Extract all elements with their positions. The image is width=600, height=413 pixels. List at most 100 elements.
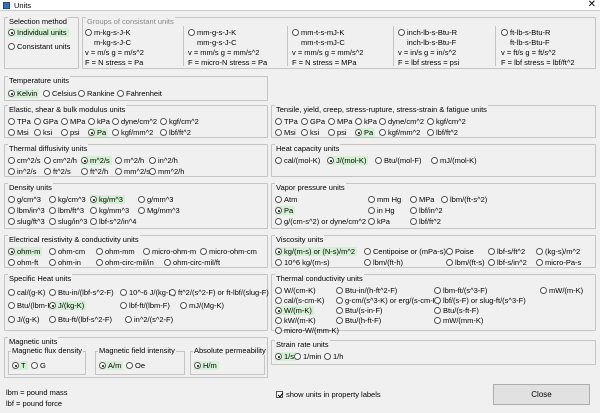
radio-btu-mol-f[interactable]: Btu/(mol-F) xyxy=(375,156,422,165)
radio-cal-mol-k[interactable]: cal/(mol-K) xyxy=(275,156,320,165)
radio-ohm-ft[interactable]: ohm-ft xyxy=(8,258,38,267)
radio-kg-mm3[interactable]: kg/mm^3 xyxy=(90,206,129,215)
radio-ohm-circ-mil-ft[interactable]: ohm-circ-mil/ft xyxy=(164,258,220,267)
radio-btu-s-ft-f[interactable]: Btu/(s-ft-F) xyxy=(434,306,479,315)
radio-atm[interactable]: Atm xyxy=(275,195,297,204)
radio-cm2-s[interactable]: cm^2/s xyxy=(8,156,41,165)
radio-ft-lb-s-Btu-R[interactable]: ft-lb-s-Btu-R xyxy=(501,28,550,37)
radio-lbf-ft2[interactable]: lbf/ft^2 xyxy=(160,128,191,137)
radio-oe[interactable]: Oe xyxy=(126,361,145,370)
radio-kpa[interactable]: kPa xyxy=(355,117,377,126)
radio-lbf-ft2[interactable]: lbf/ft^2 xyxy=(410,217,441,226)
radio-dyne-cm2[interactable]: g/(cm-s^2) or dyne/cm^2 xyxy=(275,217,366,226)
radio-lbm-ft-s[interactable]: lbm/(ft-s) xyxy=(446,258,485,267)
radio-mpa[interactable]: MPa xyxy=(410,195,434,204)
radio-kg-m3[interactable]: kg/m^3 xyxy=(90,195,125,204)
radio-1e-6-j-kg-k[interactable]: 10^-6 J/(kg-K) xyxy=(120,288,176,297)
radio-kw-m-k[interactable]: kW/(m-K) xyxy=(275,316,316,325)
radio-lbf-ft-lbm-f[interactable]: lbf-ft/(lbm-F) xyxy=(120,301,170,310)
radio-ft2-h[interactable]: ft^2/h xyxy=(81,167,108,176)
radio-lbf-ft2[interactable]: lbf/ft^2 xyxy=(427,128,458,137)
radio-mw-mm-k[interactable]: mW/(mm-K) xyxy=(434,316,483,325)
radio-btu-s-in-f[interactable]: Btu/(s-in-F) xyxy=(336,306,383,315)
radio-tpa[interactable]: TPa xyxy=(8,117,31,126)
radio-mm-g-s-J-K[interactable]: mm-g-s-J-K xyxy=(188,28,236,37)
radio-g[interactable]: G xyxy=(31,361,46,370)
radio-msi[interactable]: Msi xyxy=(275,128,296,137)
radio-ksi[interactable]: ksi xyxy=(301,128,319,137)
radio-micro-ohm-cm[interactable]: micro-ohm-cm xyxy=(200,247,257,256)
radio-kpa[interactable]: kPa xyxy=(88,117,110,126)
radio-mm2-h[interactable]: mm^2/h xyxy=(149,167,184,176)
show-units-checkbox[interactable]: show units in property labels xyxy=(276,390,381,399)
radio-mm-hg[interactable]: mm Hg xyxy=(368,195,401,204)
radio-slug-ft3[interactable]: slug/ft^3 xyxy=(8,217,45,226)
radio-gpa[interactable]: GPa xyxy=(34,117,58,126)
radio-lbf-s-ft2[interactable]: lbf-s/ft^2 xyxy=(488,247,525,256)
radio-btu-ft-lbf[interactable]: Btu-ft/(lbf-s^2-F) xyxy=(49,315,112,324)
radio-ohm-circ-mil-in[interactable]: ohm-circ-mil/in xyxy=(96,258,154,267)
radio-slug-in3[interactable]: slug/in^3 xyxy=(49,217,87,226)
radio-in2-s[interactable]: in^2/s xyxy=(8,167,36,176)
radio-in2-s2-f[interactable]: in^2/(s^2-F) xyxy=(125,315,173,324)
radio-w-cm-k[interactable]: W/(cm-K) xyxy=(275,286,316,295)
radio-dyne-cm2[interactable]: dyne/cm^2 xyxy=(379,117,424,126)
radio-ft2-s2-f[interactable]: ft^2/(s^2-F) or ft-lbf/(slug-F) xyxy=(169,288,269,297)
radio-inch-lb-s-Btu-R[interactable]: inch-lb-s-Btu-R xyxy=(398,28,457,37)
radio-ohm-m[interactable]: ohm-m xyxy=(8,247,43,256)
radio-celsius[interactable]: Celsius xyxy=(43,89,77,98)
radio-kgf-cm2[interactable]: kgf/cm^2 xyxy=(427,117,466,126)
radio-lbf-s2-in4[interactable]: lbf-s^2/in^4 xyxy=(90,217,136,226)
radio-pa[interactable]: Pa xyxy=(88,128,109,137)
radio-lbm-in3[interactable]: lbm/in^3 xyxy=(8,206,45,215)
radio-m2-s[interactable]: m^2/s xyxy=(81,156,112,165)
radio-w-m-k[interactable]: W/(m-K) xyxy=(275,306,314,315)
radio-kg-m-s[interactable]: kg/(m-s) or (N-s)/m^2 xyxy=(275,247,358,256)
radio-in2-h[interactable]: in^2/h xyxy=(149,156,178,165)
radio-lbf-s-f[interactable]: lbf/(s-F) or slug-ft/(s^3-F) xyxy=(434,296,526,305)
radio-tpa[interactable]: TPa xyxy=(275,117,298,126)
radio-cal-s-cm-k[interactable]: cal/(s-cm-K) xyxy=(275,296,324,305)
radio-micro-pa-s[interactable]: micro-Pa-s xyxy=(536,258,581,267)
radio-ft2-s[interactable]: ft^2/s xyxy=(44,167,71,176)
radio-g-mm3[interactable]: g/mm^3 xyxy=(138,195,173,204)
radio-micro-w-mm-k[interactable]: micro-W/(mm-K) xyxy=(275,326,339,335)
radio-m2-h[interactable]: m^2/h xyxy=(115,156,144,165)
radio-mw-m-k[interactable]: mW/(m-K) xyxy=(540,286,583,295)
radio-btu-in-lbf[interactable]: Btu-in/(lbf-s^2-F) xyxy=(49,288,114,297)
radio-mpa[interactable]: MPa xyxy=(328,117,352,126)
radio-fahrenheit[interactable]: Fahrenheit xyxy=(117,89,162,98)
radio-poise[interactable]: Poise xyxy=(446,247,474,256)
radio-btu-lbm-f[interactable]: Btu/(lbm-F) xyxy=(8,301,55,310)
radio-psi[interactable]: psi xyxy=(328,128,347,137)
radio-a-m[interactable]: A/m xyxy=(99,361,124,370)
radio-mpa[interactable]: MPa xyxy=(61,117,85,126)
radio-pa[interactable]: Pa xyxy=(355,128,376,137)
radio-lbm-ft-s3-f[interactable]: lbm-ft/(s^3-F) xyxy=(434,286,487,295)
radio-kpa[interactable]: kPa xyxy=(368,217,390,226)
radio-per-h[interactable]: 1/h xyxy=(324,352,343,361)
radio-consistant-units[interactable]: Consistant units xyxy=(8,42,70,51)
radio-kgf-mm2[interactable]: kgf/mm^2 xyxy=(112,128,153,137)
radio-lbm-ft-h[interactable]: lbm/(ft-h) xyxy=(364,258,403,267)
radio-cm2-h[interactable]: cm^2/h xyxy=(44,156,77,165)
radio-cal-g-k[interactable]: cal/(g-K) xyxy=(8,288,45,297)
radio-individual-units[interactable]: Individual units xyxy=(8,28,69,37)
radio-h-m[interactable]: H/m xyxy=(194,361,219,370)
radio-g-cm-s3-k[interactable]: g-cm/(s^3-K) or erg/(s-cm-K) xyxy=(336,296,440,305)
radio-j-mol-k[interactable]: J/(mol-K) xyxy=(327,156,369,165)
radio-micro-ohm-m[interactable]: micro-ohm-m xyxy=(143,247,196,256)
radio-rankine[interactable]: Rankine xyxy=(78,89,115,98)
radio-mj-mg-k[interactable]: mJ/(Mg-K) xyxy=(180,301,224,310)
radio-btu-in-h-ft2-f[interactable]: Btu-in/(h-ft^2-F) xyxy=(336,286,397,295)
radio-kgf-cm2[interactable]: kgf/cm^2 xyxy=(160,117,199,126)
radio-kg-cm3[interactable]: kg/cm^3 xyxy=(49,195,86,204)
radio-j-kg-k[interactable]: J/(kg-K) xyxy=(49,301,87,310)
radio-centipoise[interactable]: Centipoise or (mPa-s) xyxy=(364,247,446,256)
radio-msi[interactable]: Msi xyxy=(8,128,29,137)
radio-ohm-mm[interactable]: ohm-mm xyxy=(96,247,135,256)
radio-mj-mol-k[interactable]: mJ/(mol-K) xyxy=(431,156,477,165)
radio-t[interactable]: T xyxy=(12,361,28,370)
radio-j-g-k[interactable]: J/(g-K) xyxy=(8,315,40,324)
radio-ohm-cm[interactable]: ohm-cm xyxy=(49,247,85,256)
